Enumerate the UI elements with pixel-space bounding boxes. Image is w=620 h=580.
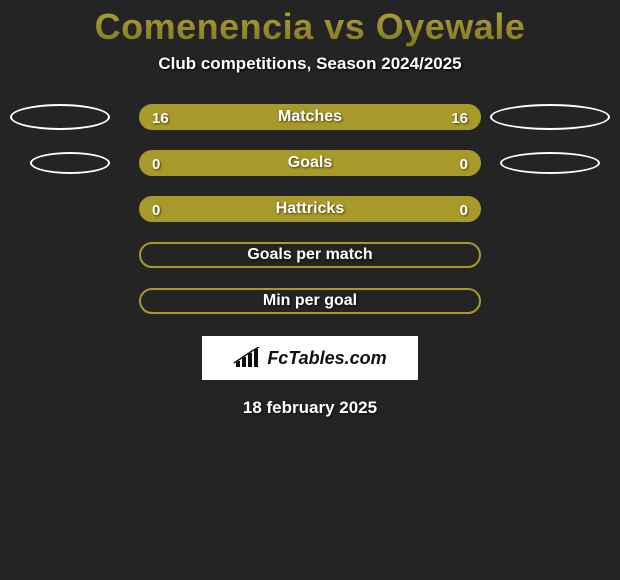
stat-row: Hattricks 0 0 <box>0 196 620 222</box>
bar-chart-icon <box>233 347 261 369</box>
marker-ellipse-left <box>10 104 110 130</box>
stat-row: Min per goal <box>0 288 620 314</box>
stat-row: Goals 0 0 <box>0 150 620 176</box>
date-text: 18 february 2025 <box>0 398 620 418</box>
marker-ellipse-right <box>490 104 610 130</box>
stat-value-right: 0 <box>460 151 468 177</box>
stats-area: Matches 16 16 Goals 0 0 Hattricks 0 0 Goals per m… <box>0 104 620 314</box>
stat-label: Matches <box>278 108 342 126</box>
stat-label: Goals <box>288 154 332 172</box>
stat-value-right: 0 <box>460 197 468 223</box>
comparison-card: Comenencia vs Oyewale Club competitions,… <box>0 0 620 580</box>
page-title: Comenencia vs Oyewale <box>0 0 620 48</box>
stat-label: Hattricks <box>276 200 344 218</box>
stat-pill: Hattricks 0 0 <box>139 196 481 222</box>
marker-ellipse-right <box>500 152 600 174</box>
stat-pill: Matches 16 16 <box>139 104 481 130</box>
stat-pill: Goals 0 0 <box>139 150 481 176</box>
subtitle: Club competitions, Season 2024/2025 <box>0 54 620 74</box>
logo-box[interactable]: FcTables.com <box>202 336 418 380</box>
stat-value-left: 16 <box>152 105 169 131</box>
stat-value-right: 16 <box>451 105 468 131</box>
marker-ellipse-left <box>30 152 110 174</box>
stat-pill: Goals per match <box>139 242 481 268</box>
logo-text: FcTables.com <box>267 348 386 369</box>
stat-row: Matches 16 16 <box>0 104 620 130</box>
stat-value-left: 0 <box>152 197 160 223</box>
stat-row: Goals per match <box>0 242 620 268</box>
stat-pill: Min per goal <box>139 288 481 314</box>
stat-label: Goals per match <box>247 246 372 264</box>
stat-value-left: 0 <box>152 151 160 177</box>
stat-label: Min per goal <box>263 292 357 310</box>
